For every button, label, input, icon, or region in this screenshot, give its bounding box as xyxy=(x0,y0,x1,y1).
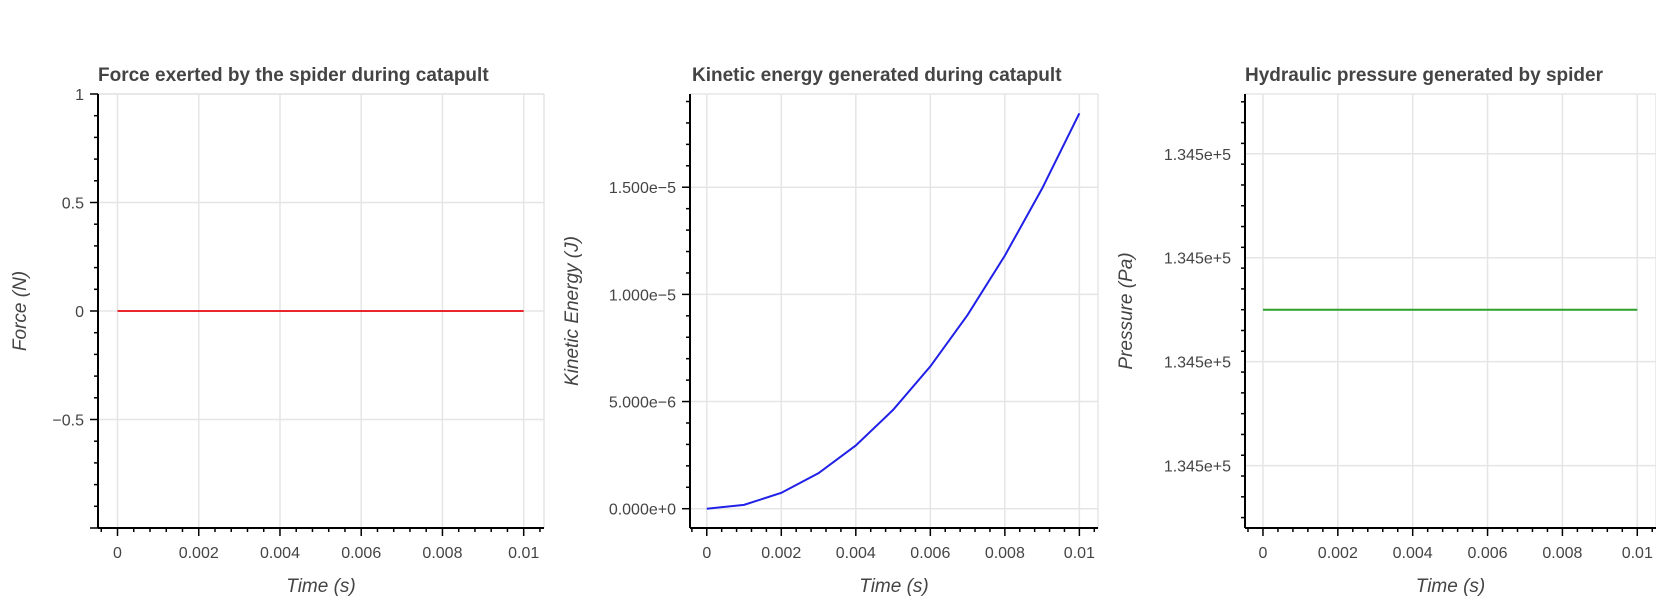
x-tick-label: 0.01 xyxy=(508,545,539,562)
x-axis-label: Time (s) xyxy=(1416,576,1486,597)
y-tick-label: −0.5 xyxy=(52,413,84,430)
y-tick-label: 1.000e−5 xyxy=(609,287,676,304)
y-tick-label: 0 xyxy=(75,304,84,321)
chart-2: 0 0.002 0.004 0.006 0.008 0.01 0.000e+0 5.000e−… xyxy=(562,65,1099,597)
x-axis-label: Time (s) xyxy=(859,576,929,597)
x-tick-label: 0 xyxy=(702,545,711,562)
x-tick-label: 0.006 xyxy=(910,545,950,562)
y-tick-label: 1 xyxy=(75,87,84,104)
chart-title: Kinetic energy generated during catapult xyxy=(692,65,1062,86)
y-axis-label: Force (N) xyxy=(10,271,31,351)
y-tick-label: 1.345e+5 xyxy=(1164,251,1231,268)
x-tick-label: 0.004 xyxy=(260,545,300,562)
y-tick-label: 0.5 xyxy=(62,196,84,213)
x-tick-label: 0.01 xyxy=(1064,545,1095,562)
x-tick-label: 0.002 xyxy=(761,545,801,562)
y-tick-label: 1.345e+5 xyxy=(1164,459,1231,476)
series-line-1 xyxy=(706,112,1081,510)
x-tick-label: 0.002 xyxy=(179,545,219,562)
x-tick-label: 0.008 xyxy=(985,545,1025,562)
chart-3: 0 0.002 0.004 0.006 0.008 0.01 1.345e+5 1.345e+… xyxy=(1116,65,1656,597)
x-axis-label: Time (s) xyxy=(286,576,356,597)
x-tick-label: 0 xyxy=(1259,545,1268,562)
x-tick-label: 0.01 xyxy=(1622,545,1653,562)
x-tick-label: 0.008 xyxy=(1542,545,1582,562)
y-tick-label: 1.345e+5 xyxy=(1164,147,1231,164)
y-tick-label: 1.500e−5 xyxy=(609,180,676,197)
x-tick-label: 0.006 xyxy=(341,545,381,562)
chart-title: Hydraulic pressure generated by spider xyxy=(1245,65,1604,86)
y-tick-label: 1.345e+5 xyxy=(1164,355,1231,372)
y-tick-label: 0.000e+0 xyxy=(609,502,676,519)
chart-title: Force exerted by the spider during catap… xyxy=(98,65,489,86)
x-tick-label: 0.006 xyxy=(1468,545,1508,562)
chart-1: 0 0.002 0.004 0.006 0.008 0.01 −0.5 0 0.5 1 Force … xyxy=(10,65,545,597)
x-tick-label: 0.008 xyxy=(422,545,462,562)
y-tick-label: 5.000e−6 xyxy=(609,395,676,412)
x-tick-label: 0 xyxy=(113,545,122,562)
y-axis-label: Kinetic Energy (J) xyxy=(562,236,583,386)
x-tick-label: 0.002 xyxy=(1318,545,1358,562)
x-tick-label: 0.004 xyxy=(1393,545,1433,562)
y-axis-label: Pressure (Pa) xyxy=(1116,252,1137,369)
x-tick-label: 0.004 xyxy=(836,545,876,562)
